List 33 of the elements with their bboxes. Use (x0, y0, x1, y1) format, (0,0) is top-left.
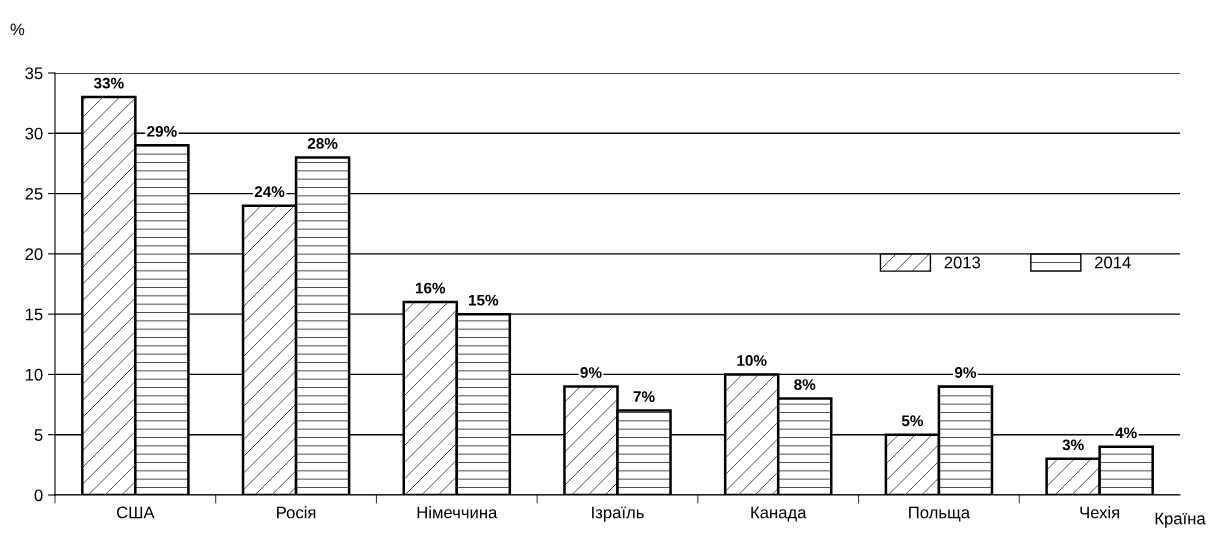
y-axis-title: % (10, 23, 25, 36)
x-tick-label: Чехія (1080, 506, 1120, 519)
x-tick-label: США (116, 506, 155, 519)
y-tick-label: 15 (25, 308, 43, 321)
y-tick-label: 20 (25, 248, 43, 261)
data-label: 10% (737, 355, 767, 366)
data-label: 15% (468, 294, 499, 306)
x-axis-title: Країна (1155, 512, 1206, 528)
legend-label: 2014 (1095, 256, 1131, 269)
x-tick-label: Ізраїль (592, 506, 644, 522)
y-tick-label: 0 (34, 489, 43, 502)
data-label: 16% (415, 282, 446, 294)
x-tick-label: Польща (909, 506, 971, 522)
x-tick-label: Росія (277, 506, 316, 519)
legend-label: 2013 (944, 256, 981, 269)
data-label: 29% (147, 125, 177, 137)
x-tick-label: Німеччина (417, 506, 498, 519)
x-tick-label: Канада (751, 506, 807, 522)
data-label: 4% (1115, 427, 1137, 439)
data-label: 28% (307, 138, 338, 149)
y-tick-label: 10 (25, 368, 43, 381)
y-tick-label: 25 (25, 187, 43, 200)
data-label: 33% (93, 77, 124, 89)
y-tick-label: 30 (25, 127, 43, 140)
y-tick-label: 35 (25, 67, 43, 80)
data-label: 3% (1062, 439, 1084, 451)
data-label: 24% (254, 186, 285, 198)
data-label: 9% (954, 367, 977, 378)
data-label: 9% (580, 367, 602, 378)
data-label: 8% (794, 379, 816, 390)
data-label: 7% (633, 391, 655, 402)
y-tick-label: 5 (34, 429, 43, 441)
data-label: 5% (901, 415, 924, 427)
